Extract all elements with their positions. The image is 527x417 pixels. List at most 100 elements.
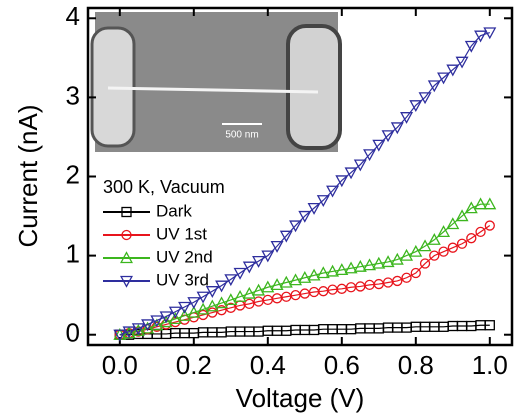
marker [418, 239, 432, 252]
marker [392, 275, 403, 287]
marker [261, 280, 275, 293]
marker [326, 264, 340, 277]
marker [363, 149, 377, 162]
y-tick-label: 4 [66, 1, 80, 31]
marker [159, 315, 173, 328]
marker [446, 217, 460, 230]
marker [466, 233, 477, 244]
x-tick-label: 0.4 [250, 350, 286, 380]
x-tick-label: 0.6 [324, 350, 360, 380]
marker [353, 159, 367, 172]
marker [215, 280, 229, 293]
marker [390, 252, 404, 265]
marker [381, 130, 395, 143]
marker [178, 308, 192, 321]
marker [483, 27, 497, 40]
series [113, 27, 497, 342]
marker [233, 267, 247, 280]
nanowire [107, 86, 319, 94]
marker [326, 185, 340, 198]
x-tick-label: 0.0 [102, 350, 138, 380]
marker [464, 201, 478, 214]
marker [429, 250, 440, 261]
marker [307, 268, 321, 281]
marker [447, 242, 458, 253]
marker [437, 225, 451, 238]
marker [344, 261, 358, 274]
marker [353, 259, 367, 272]
marker [363, 258, 377, 271]
x-tick-label: 0.2 [176, 350, 212, 380]
marker [455, 56, 469, 69]
marker [475, 226, 486, 238]
marker [121, 229, 132, 241]
scale-label: 500 nm [225, 130, 258, 141]
marker [335, 263, 349, 275]
series-line [119, 324, 490, 336]
marker [252, 255, 266, 268]
marker [150, 315, 164, 328]
y-tick-label: 1 [66, 238, 80, 268]
x-axis-label: Voltage (V) [236, 383, 365, 413]
marker [224, 274, 238, 287]
marker [141, 321, 155, 334]
marker [401, 272, 412, 283]
marker [120, 275, 133, 288]
legend-label: Dark [156, 201, 192, 220]
marker [196, 302, 210, 315]
marker [400, 112, 414, 124]
marker [474, 30, 488, 43]
marker [372, 256, 386, 269]
marker [196, 291, 210, 304]
marker [187, 305, 201, 318]
legend-label: UV 1st [156, 224, 207, 243]
series [114, 220, 495, 340]
marker [316, 266, 330, 279]
marker [168, 306, 182, 319]
marker [418, 92, 432, 105]
marker [131, 324, 145, 336]
marker [455, 209, 469, 222]
marker [307, 202, 321, 215]
marker [150, 318, 164, 331]
marker [252, 283, 266, 296]
marker [381, 255, 395, 268]
marker [483, 197, 497, 210]
marker [187, 297, 201, 310]
marker [279, 275, 293, 288]
marker [242, 261, 256, 274]
marker [270, 278, 284, 291]
marker [131, 323, 145, 336]
marker [298, 271, 312, 283]
y-tick-label: 3 [66, 80, 80, 110]
marker [279, 230, 293, 243]
x-tick-label: 1.0 [472, 350, 508, 380]
legend-title: 300 K, Vacuum [103, 177, 225, 197]
marker [464, 40, 478, 53]
electrode [286, 24, 342, 150]
marker [344, 167, 358, 180]
marker [233, 289, 247, 302]
marker [205, 286, 219, 298]
marker [400, 248, 414, 261]
marker [159, 311, 173, 324]
marker [270, 240, 284, 253]
marker [113, 329, 127, 342]
marker [121, 206, 132, 218]
marker [215, 296, 229, 309]
legend-label: UV 2nd [156, 247, 213, 266]
marker [289, 220, 303, 233]
marker [427, 80, 441, 93]
x-tick-label: 0.8 [398, 350, 434, 380]
y-tick-label: 0 [66, 318, 80, 348]
marker [335, 175, 349, 188]
marker [390, 122, 404, 135]
marker [446, 64, 460, 77]
marker [438, 246, 449, 257]
marker [437, 72, 451, 85]
legend-label: UV 3rd [156, 270, 209, 289]
marker [122, 326, 136, 339]
marker [409, 244, 423, 257]
marker [484, 320, 495, 331]
